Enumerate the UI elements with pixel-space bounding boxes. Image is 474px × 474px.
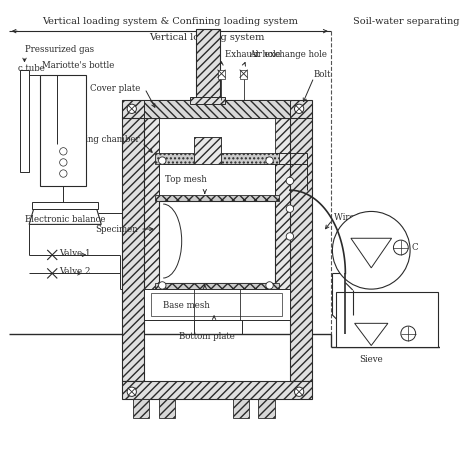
Bar bbox=[20, 70, 29, 172]
Circle shape bbox=[266, 157, 273, 164]
Circle shape bbox=[266, 282, 273, 289]
Text: Exhaust hole: Exhaust hole bbox=[225, 50, 281, 59]
Bar bbox=[275, 118, 290, 319]
Circle shape bbox=[286, 205, 293, 212]
Bar bbox=[155, 283, 279, 289]
Bar bbox=[233, 399, 249, 418]
Bar bbox=[155, 195, 279, 201]
Bar bbox=[40, 74, 86, 185]
Circle shape bbox=[393, 240, 408, 255]
Text: Vertical loading system & Confining loading system: Vertical loading system & Confining load… bbox=[42, 17, 298, 26]
Bar bbox=[218, 70, 225, 79]
Text: Cover plate: Cover plate bbox=[90, 84, 140, 93]
Text: Loading chamber: Loading chamber bbox=[64, 135, 140, 144]
Bar bbox=[190, 97, 225, 104]
Bar bbox=[290, 117, 312, 381]
Circle shape bbox=[286, 177, 293, 185]
Circle shape bbox=[127, 387, 137, 396]
Text: Top mesh: Top mesh bbox=[165, 174, 207, 183]
Text: Base mesh: Base mesh bbox=[163, 301, 210, 310]
Bar bbox=[122, 100, 312, 118]
Text: Air exchange hole: Air exchange hole bbox=[249, 50, 327, 59]
Circle shape bbox=[332, 211, 410, 289]
Text: Wired hose: Wired hose bbox=[334, 213, 383, 222]
Circle shape bbox=[127, 104, 137, 113]
Bar bbox=[240, 70, 247, 79]
Text: Soil-water separating: Soil-water separating bbox=[353, 17, 459, 26]
Bar bbox=[144, 118, 159, 319]
Circle shape bbox=[159, 157, 166, 164]
Bar bbox=[155, 153, 279, 164]
Bar bbox=[258, 399, 275, 418]
Bar bbox=[144, 289, 290, 319]
Circle shape bbox=[159, 282, 166, 289]
Bar bbox=[133, 399, 149, 418]
Text: Vertical loading system: Vertical loading system bbox=[149, 33, 264, 42]
Text: Electronic balance: Electronic balance bbox=[25, 215, 105, 224]
Circle shape bbox=[294, 387, 304, 396]
Bar bbox=[159, 201, 275, 283]
Bar bbox=[122, 381, 312, 399]
Bar bbox=[144, 118, 159, 319]
Text: Pressurized gas: Pressurized gas bbox=[26, 45, 94, 54]
Bar bbox=[144, 100, 290, 118]
Bar bbox=[32, 202, 99, 209]
Text: Valve 1: Valve 1 bbox=[59, 248, 91, 257]
Polygon shape bbox=[351, 238, 392, 268]
Bar bbox=[151, 293, 283, 316]
Text: Sieve: Sieve bbox=[359, 355, 383, 364]
Text: Bolt: Bolt bbox=[314, 70, 331, 79]
Polygon shape bbox=[29, 209, 101, 224]
Text: Bottom plate: Bottom plate bbox=[179, 332, 235, 341]
Text: Specimen: Specimen bbox=[96, 225, 138, 234]
Bar bbox=[336, 292, 438, 347]
Circle shape bbox=[294, 104, 304, 113]
Bar bbox=[194, 137, 221, 164]
Text: Valve 2: Valve 2 bbox=[59, 267, 90, 276]
Circle shape bbox=[401, 326, 416, 341]
Text: C: C bbox=[412, 243, 419, 252]
Bar bbox=[194, 137, 221, 164]
Polygon shape bbox=[355, 323, 388, 346]
Text: c tube: c tube bbox=[18, 64, 45, 73]
Circle shape bbox=[286, 233, 293, 240]
Bar bbox=[159, 399, 175, 418]
Bar bbox=[159, 164, 275, 198]
Bar bbox=[196, 29, 219, 100]
Text: Mariotte's bottle: Mariotte's bottle bbox=[42, 61, 114, 70]
Bar bbox=[122, 117, 144, 381]
